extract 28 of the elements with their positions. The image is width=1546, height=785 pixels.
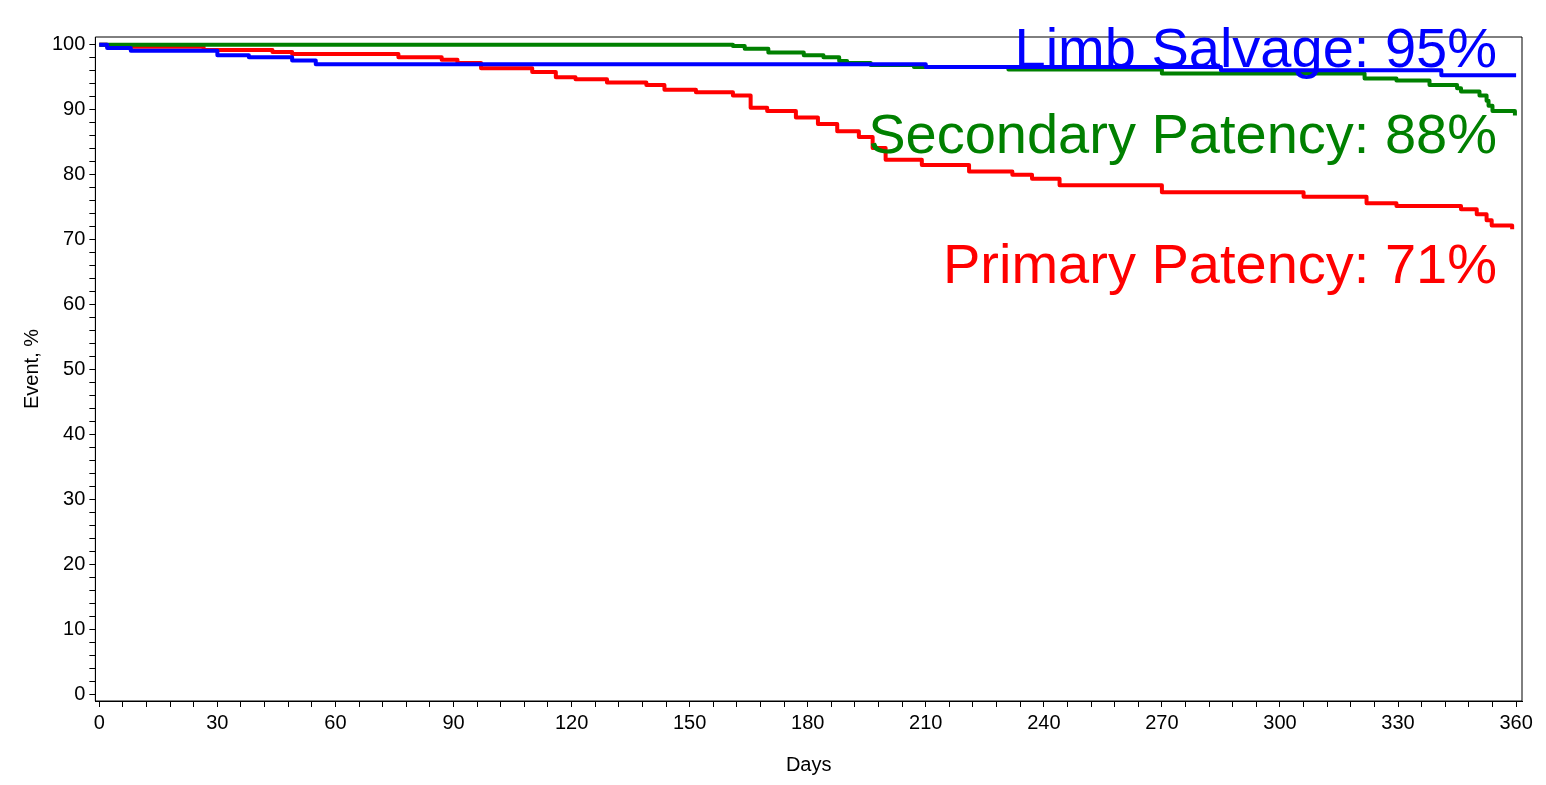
y-tick-label: 90 xyxy=(63,97,86,120)
x-tick-label: 330 xyxy=(1381,710,1415,733)
x-tick-label: 240 xyxy=(1027,710,1061,733)
y-tick-label: 70 xyxy=(63,227,86,250)
y-tick-label: 80 xyxy=(63,162,86,185)
x-axis-title: Days xyxy=(785,752,832,775)
x-tick-label: 120 xyxy=(554,710,589,733)
x-tick-label: 0 xyxy=(93,710,105,733)
x-tick-label: 90 xyxy=(442,710,465,733)
x-tick-label: 210 xyxy=(909,710,943,733)
y-tick-label: 100 xyxy=(51,32,86,55)
x-tick-label: 300 xyxy=(1263,710,1297,733)
y-axis-title: Event, % xyxy=(19,328,42,410)
series-label: Primary Patency: 71% xyxy=(943,232,1497,295)
x-tick-label: 30 xyxy=(206,710,229,733)
y-tick-label: 40 xyxy=(63,422,86,445)
y-tick-label: 0 xyxy=(74,682,86,705)
y-tick-label: 60 xyxy=(63,292,86,315)
x-tick-label: 360 xyxy=(1499,710,1533,733)
y-tick-label: 20 xyxy=(63,552,86,575)
y-tick-label: 10 xyxy=(63,617,86,640)
series-label: Secondary Patency: 88% xyxy=(868,102,1497,165)
x-tick-label: 150 xyxy=(672,710,707,733)
x-tick-label: 270 xyxy=(1145,710,1179,733)
x-tick-label: 180 xyxy=(791,710,825,733)
x-tick-label: 60 xyxy=(324,710,347,733)
y-tick-label: 50 xyxy=(63,357,86,380)
y-tick-label: 30 xyxy=(63,487,86,510)
